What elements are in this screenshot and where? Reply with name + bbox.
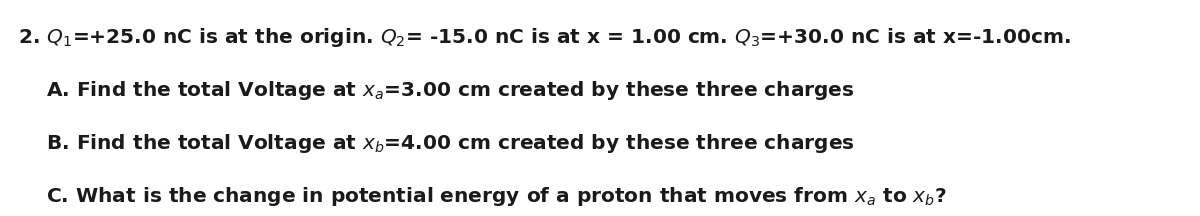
Text: 2. $Q_1$=+25.0 nC is at the origin. $Q_2$= -15.0 nC is at x = 1.00 cm. $Q_3$=+30: 2. $Q_1$=+25.0 nC is at the origin. $Q_2… [18,26,1070,49]
Text: C. What is the change in potential energy of a proton that moves from $x_a$ to $: C. What is the change in potential energ… [18,185,947,208]
Text: B. Find the total Voltage at $x_b$=4.00 cm created by these three charges: B. Find the total Voltage at $x_b$=4.00 … [18,132,854,155]
Text: A. Find the total Voltage at $x_a$=3.00 cm created by these three charges: A. Find the total Voltage at $x_a$=3.00 … [18,79,854,102]
